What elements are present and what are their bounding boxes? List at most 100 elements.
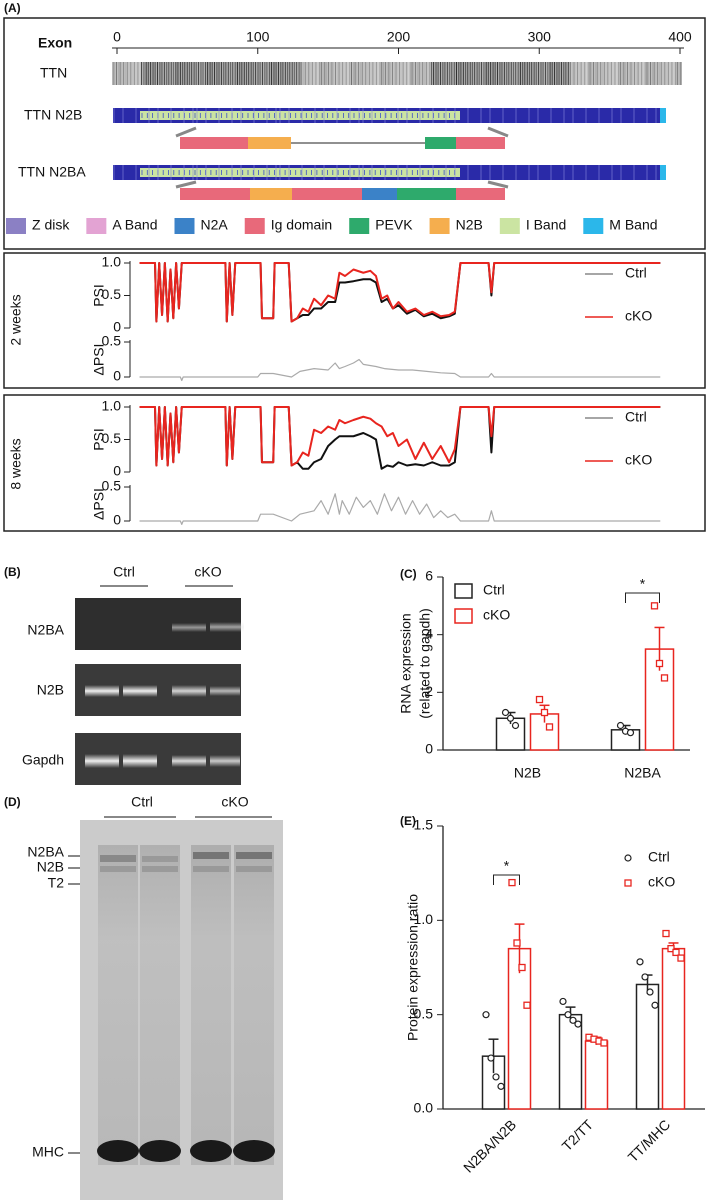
marker-label: N2BA bbox=[27, 844, 64, 860]
y-tick-label: 4 bbox=[425, 625, 433, 641]
gel-band bbox=[236, 866, 272, 872]
x-tick-label: 400 bbox=[668, 29, 692, 45]
row-label: N2BA bbox=[27, 622, 64, 638]
significance-bracket bbox=[493, 874, 520, 885]
x-tick-label: N2BA bbox=[624, 765, 661, 781]
gel-band bbox=[172, 685, 206, 697]
gel-band bbox=[97, 1140, 139, 1162]
data-point bbox=[482, 1011, 490, 1019]
y-axis-label: PSI bbox=[91, 428, 107, 451]
series-line bbox=[139, 406, 661, 467]
domain-segment bbox=[362, 188, 397, 200]
panel-label: (E) bbox=[400, 814, 416, 828]
gel-band bbox=[85, 685, 119, 697]
y-tick-label: 0.5 bbox=[102, 430, 122, 446]
data-point bbox=[501, 708, 510, 717]
x-axis-label: Exon bbox=[38, 35, 72, 51]
gel-band bbox=[123, 754, 157, 768]
y-tick-label: 6 bbox=[425, 568, 433, 584]
data-point bbox=[641, 973, 649, 981]
track-bar bbox=[140, 111, 460, 120]
legend-label: Z disk bbox=[32, 217, 70, 233]
data-point bbox=[574, 1020, 582, 1028]
legend-swatch bbox=[244, 218, 265, 234]
legend-label: cKO bbox=[483, 607, 510, 623]
wedge bbox=[175, 180, 197, 189]
panel-frame bbox=[3, 394, 706, 532]
y-tick-label: 0 bbox=[425, 741, 433, 757]
marker-label: N2B bbox=[37, 859, 64, 875]
side-label: 8 weeks bbox=[8, 438, 24, 489]
legend-label: I Band bbox=[526, 217, 566, 233]
gel-band bbox=[236, 852, 272, 859]
legend-label: cKO bbox=[625, 308, 652, 324]
gel-band bbox=[100, 866, 136, 872]
gel-lane bbox=[234, 845, 274, 1165]
data-point bbox=[545, 723, 554, 731]
data-point bbox=[487, 1054, 495, 1062]
x-tick-label: T2/TT bbox=[559, 1116, 597, 1154]
data-point bbox=[506, 714, 515, 722]
y-tick-label: 0 bbox=[113, 512, 121, 528]
y-tick-label: 0.5 bbox=[102, 478, 122, 494]
data-point bbox=[672, 948, 680, 957]
x-tick-label: 300 bbox=[528, 29, 552, 45]
data-point bbox=[624, 879, 632, 887]
series-line bbox=[139, 358, 661, 382]
y-axis-label: Protein expression ratio bbox=[405, 894, 421, 1041]
y-axis-label: PSI bbox=[91, 284, 107, 307]
row-label: Gapdh bbox=[22, 752, 64, 768]
gel-band bbox=[100, 855, 136, 862]
y-tick-label: 1.0 bbox=[102, 254, 122, 270]
legend-swatch bbox=[174, 218, 195, 234]
group-label: Ctrl bbox=[113, 564, 135, 580]
legend-label: Ctrl bbox=[625, 409, 647, 425]
legend-label: cKO bbox=[625, 452, 652, 468]
data-point bbox=[569, 1016, 577, 1024]
legend-label: Ig domain bbox=[271, 217, 332, 233]
data-point bbox=[655, 659, 664, 668]
legend-label: M Band bbox=[609, 217, 657, 233]
panel-label: (C) bbox=[400, 567, 417, 581]
marker-label: T2 bbox=[48, 875, 65, 891]
y-tick-label: 1.0 bbox=[414, 911, 434, 927]
gel-band bbox=[193, 852, 229, 859]
domain-segment bbox=[397, 188, 456, 200]
domain-segment bbox=[292, 188, 362, 200]
gel-band bbox=[123, 685, 157, 697]
track-bar bbox=[660, 165, 666, 180]
x-tick-label: N2B bbox=[514, 765, 541, 781]
group-label: cKO bbox=[221, 794, 248, 810]
y-tick-label: 1.0 bbox=[102, 398, 122, 414]
legend-swatch bbox=[6, 218, 26, 234]
legend-label: cKO bbox=[648, 874, 675, 890]
bar bbox=[584, 1040, 609, 1110]
row-label: N2B bbox=[37, 682, 64, 698]
data-point bbox=[662, 929, 670, 938]
group-label: cKO bbox=[194, 564, 221, 580]
gel-lane bbox=[140, 845, 180, 1165]
bar bbox=[558, 1013, 583, 1110]
legend-label: A Band bbox=[112, 217, 157, 233]
data-point bbox=[508, 878, 516, 887]
significance-bracket bbox=[625, 592, 660, 603]
domain-segment bbox=[180, 137, 248, 149]
series-line bbox=[139, 493, 661, 525]
gel-d: Ctrl cKO N2BA N2B T2 MHC bbox=[27, 794, 283, 1200]
domain-segment bbox=[248, 137, 291, 149]
legend-swatch bbox=[583, 218, 604, 234]
data-point bbox=[564, 1011, 572, 1019]
gel-lane bbox=[98, 845, 138, 1165]
y-tick-label: 0.0 bbox=[414, 1100, 434, 1116]
bar bbox=[661, 947, 686, 1110]
x-tick-label: 100 bbox=[246, 29, 270, 45]
data-point bbox=[626, 729, 635, 737]
x-tick-label: 0 bbox=[113, 29, 121, 45]
data-point bbox=[677, 954, 685, 962]
data-point bbox=[624, 854, 632, 862]
legend-label: PEVK bbox=[375, 217, 413, 233]
gel-band bbox=[210, 686, 240, 696]
track-label: TTN N2BA bbox=[18, 164, 86, 180]
